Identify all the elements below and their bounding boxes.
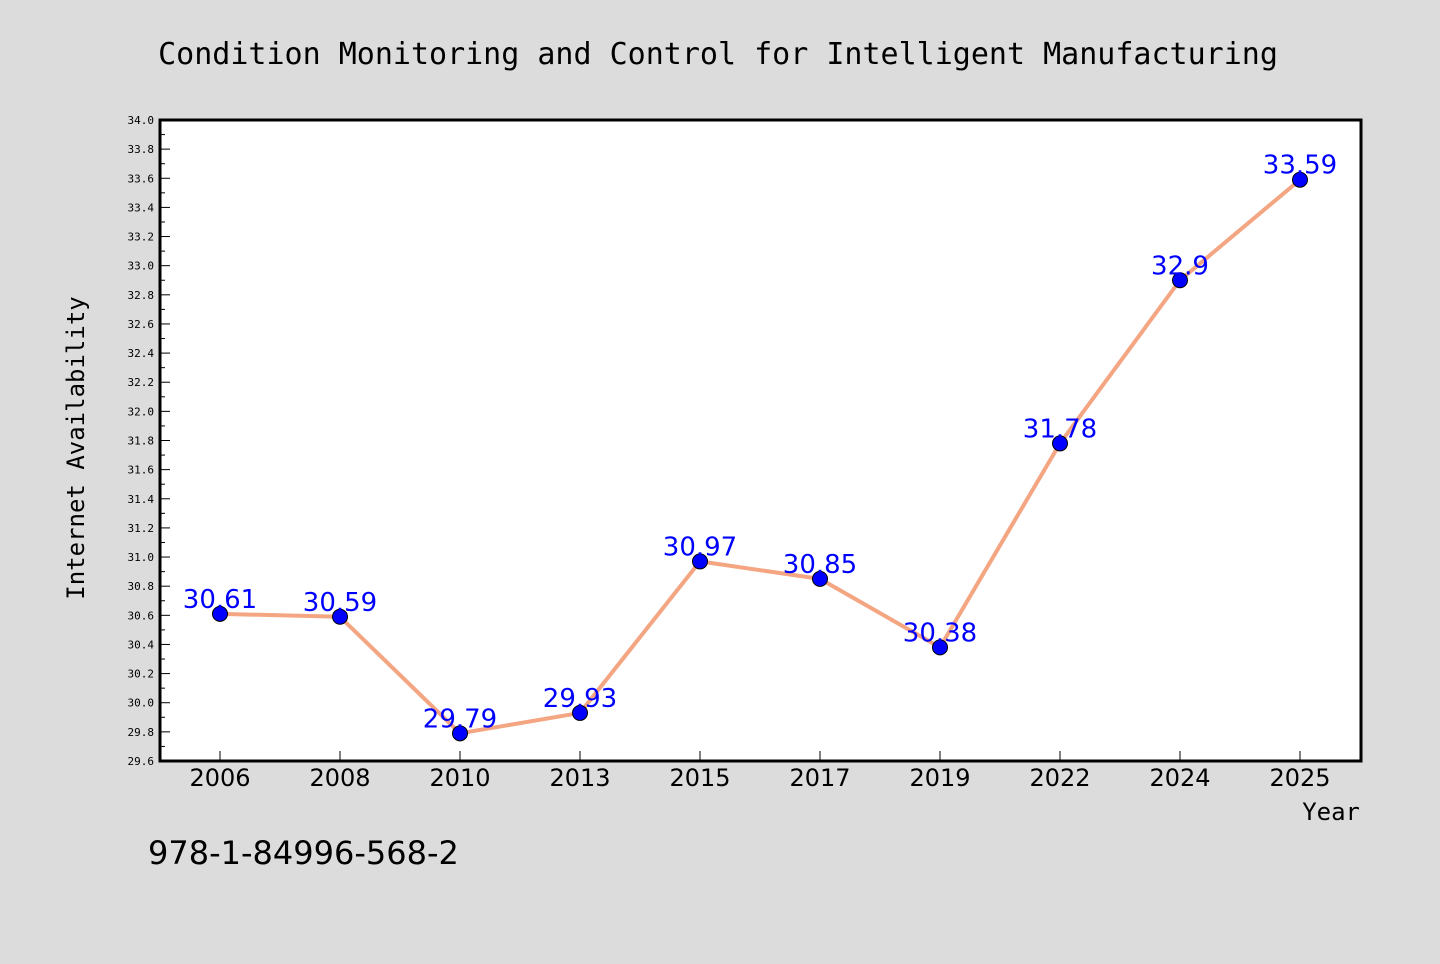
y-tick-label: 30.2 (128, 668, 155, 681)
y-tick-label: 32.8 (128, 289, 155, 302)
data-point (932, 639, 948, 656)
x-tick-label: 2019 (909, 764, 970, 792)
y-tick-label: 30.0 (128, 697, 155, 710)
x-axis: 2006 2008 2010 2013 2015 2017 2019 2022 2024 2025 (189, 751, 1331, 792)
x-tick-label: 2024 (1149, 764, 1210, 792)
y-tick-label: 31.8 (128, 435, 155, 448)
y-tick-label: 34.0 (128, 114, 155, 127)
data-point (572, 704, 588, 721)
y-tick-label: 31.6 (128, 464, 155, 477)
data-label: 29.79 (423, 704, 497, 734)
y-axis-label: Internet Availability (62, 296, 90, 599)
data-point (1292, 171, 1308, 188)
data-label: 30.97 (663, 532, 737, 562)
data-label: 31.78 (1023, 414, 1097, 444)
data-point (212, 605, 228, 622)
x-tick-label: 2022 (1029, 764, 1090, 792)
data-point (692, 553, 708, 570)
data-label: 30.85 (783, 550, 857, 580)
x-axis-label: Year (1302, 798, 1360, 826)
y-tick-label: 31.2 (128, 522, 155, 535)
y-tick-label: 30.8 (128, 580, 155, 593)
chart-title: Condition Monitoring and Control for Int… (158, 37, 1278, 72)
y-tick-label: 33.0 (128, 260, 155, 273)
x-tick-label: 2008 (309, 764, 370, 792)
series-line (219, 178, 1302, 736)
y-tick-label: 33.2 (128, 231, 155, 244)
data-label: 30.61 (183, 585, 257, 615)
y-axis: 29.6 29.8 30.0 30.2 30.4 30.6 30.8 31.0 31.2 31.4… (128, 114, 170, 768)
y-tick-label: 31.0 (128, 551, 155, 564)
x-tick-label: 2015 (669, 764, 730, 792)
data-label: 30.38 (903, 618, 977, 648)
y-tick-label: 29.8 (128, 726, 155, 739)
y-tick-label: 29.6 (128, 755, 155, 768)
data-label: 33.59 (1263, 151, 1337, 181)
y-tick-label: 32.6 (128, 318, 155, 331)
y-tick-label: 30.4 (128, 638, 155, 651)
x-tick-label: 2017 (789, 764, 850, 792)
data-labels: 30.61 30.59 29.79 29.93 30.97 30.85 30.38 31.78… (183, 151, 1337, 735)
data-point (332, 608, 348, 625)
data-label: 32.9 (1151, 251, 1209, 281)
y-tick-label: 31.4 (128, 493, 155, 506)
data-label: 29.93 (543, 684, 617, 714)
x-tick-label: 2013 (549, 764, 610, 792)
y-tick-label: 32.0 (128, 405, 155, 418)
series-path (219, 178, 1302, 736)
x-tick-label: 2010 (429, 764, 490, 792)
x-tick-label: 2006 (189, 764, 250, 792)
isbn-text: 978-1-84996-568-2 (148, 834, 459, 872)
data-label: 30.59 (303, 588, 377, 618)
data-point (452, 725, 468, 742)
data-point (1052, 435, 1068, 452)
x-tick-label: 2025 (1269, 764, 1330, 792)
y-tick-label: 32.2 (128, 376, 155, 389)
data-point (1172, 272, 1188, 289)
y-tick-label: 30.6 (128, 609, 155, 622)
y-tick-label: 33.6 (128, 172, 155, 185)
y-tick-label: 33.4 (128, 201, 155, 214)
data-points (212, 171, 1308, 742)
y-tick-label: 32.4 (128, 347, 155, 360)
data-point (812, 570, 828, 587)
y-tick-label: 33.8 (128, 143, 155, 156)
plot-area (158, 118, 1363, 763)
